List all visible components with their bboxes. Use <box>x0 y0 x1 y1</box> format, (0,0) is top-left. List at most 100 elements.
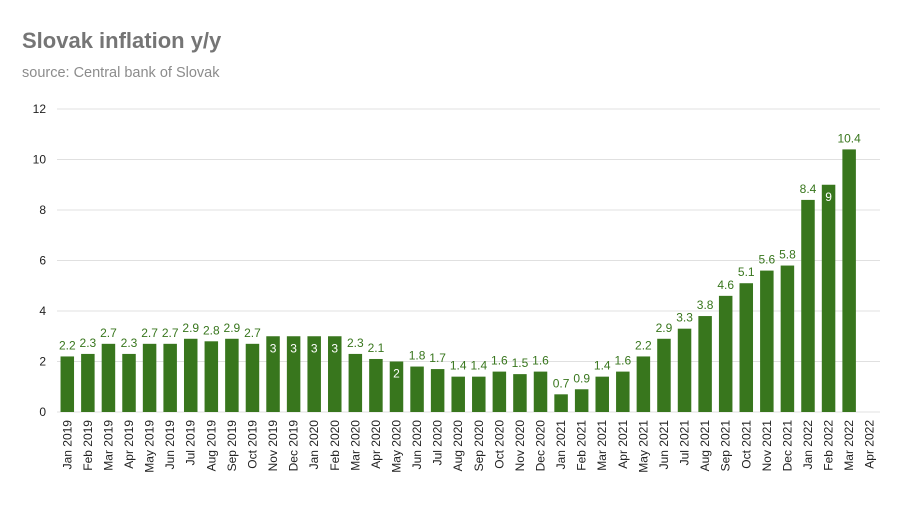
data-label: 1.4 <box>450 359 467 373</box>
x-tick-label: Aug 2019 <box>204 420 218 472</box>
bar <box>451 376 465 412</box>
bar <box>369 358 383 412</box>
data-label: 3.8 <box>697 298 714 312</box>
data-label: 2.7 <box>162 326 179 340</box>
y-tick-label: 0 <box>39 405 46 419</box>
bar <box>533 371 548 412</box>
bar <box>245 343 260 412</box>
data-label: 2.3 <box>347 336 364 350</box>
y-tick-label: 6 <box>39 254 46 268</box>
x-axis-ticks: Jan 2019 Feb 2019 Mar 2019 Apr 2019 May 2019… <box>60 420 876 473</box>
x-tick-label: Mar 2019 <box>101 420 115 471</box>
bar <box>204 341 219 412</box>
bar <box>760 270 774 412</box>
bar <box>801 199 815 412</box>
data-label: 3 <box>311 341 318 355</box>
bar <box>780 265 795 412</box>
x-tick-label: Sep 2019 <box>225 420 239 472</box>
x-tick-label: Jan 2020 <box>307 420 321 470</box>
x-tick-label: Oct 2020 <box>492 420 506 469</box>
bar <box>595 376 609 412</box>
y-tick-label: 2 <box>39 355 46 369</box>
bar <box>430 369 445 412</box>
data-label: 2.9 <box>224 321 241 335</box>
x-tick-label: Feb 2021 <box>575 420 589 471</box>
bar <box>554 394 568 412</box>
bar <box>60 356 75 412</box>
data-label: 3.3 <box>676 311 693 325</box>
bar <box>225 338 239 412</box>
data-label: 3 <box>270 341 277 355</box>
x-tick-label: Apr 2020 <box>369 420 383 469</box>
bar <box>81 353 95 412</box>
data-label: 1.5 <box>512 356 529 370</box>
data-label: 5.8 <box>779 248 796 262</box>
bar <box>286 336 301 412</box>
data-label: 1.7 <box>429 351 446 365</box>
x-tick-label: Mar 2021 <box>595 420 609 471</box>
data-label: 1.6 <box>532 354 549 368</box>
data-label: 2.1 <box>368 341 385 355</box>
data-label: 1.4 <box>594 359 611 373</box>
data-label: 2.3 <box>121 336 138 350</box>
x-tick-label: May 2021 <box>636 420 650 473</box>
data-label: 2.2 <box>59 338 76 352</box>
x-tick-label: Jan 2019 <box>60 420 74 470</box>
bar <box>657 338 671 412</box>
data-label: 2.7 <box>141 326 158 340</box>
x-tick-label: Jan 2022 <box>801 420 815 470</box>
data-label: 5.6 <box>758 253 775 267</box>
x-tick-label: Oct 2021 <box>739 420 753 469</box>
chart-subtitle: source: Central bank of Slovak <box>22 65 220 81</box>
bar <box>328 336 342 412</box>
x-tick-label: Jul 2020 <box>431 420 445 466</box>
x-tick-label: Dec 2020 <box>534 420 548 472</box>
data-label: 1.4 <box>470 359 487 373</box>
data-label: 1.6 <box>614 354 631 368</box>
x-tick-label: Jun 2020 <box>410 420 424 470</box>
bar <box>698 316 712 412</box>
x-tick-label: Feb 2020 <box>328 420 342 471</box>
x-tick-label: Jan 2021 <box>554 420 568 470</box>
bar <box>266 336 280 412</box>
x-tick-label: Aug 2021 <box>698 420 712 472</box>
x-tick-label: Jul 2019 <box>184 420 198 466</box>
data-label: 2.8 <box>203 323 220 337</box>
x-tick-label: Mar 2022 <box>842 420 856 471</box>
data-label: 3 <box>290 341 297 355</box>
x-tick-label: Nov 2019 <box>266 420 280 472</box>
bar <box>472 376 486 412</box>
x-tick-label: Dec 2021 <box>780 420 794 472</box>
bar <box>492 371 507 412</box>
data-label: 2.3 <box>80 336 97 350</box>
y-tick-label: 10 <box>33 153 47 167</box>
data-label: 2.7 <box>244 326 261 340</box>
gridlines <box>57 108 880 413</box>
x-tick-label: May 2019 <box>143 420 157 473</box>
bar <box>821 184 836 412</box>
x-tick-label: Sep 2020 <box>472 420 486 472</box>
data-label: 5.1 <box>738 265 755 279</box>
x-tick-label: Apr 2021 <box>616 420 630 469</box>
bar <box>122 353 136 412</box>
x-tick-label: Apr 2022 <box>863 420 877 469</box>
bar <box>101 343 116 412</box>
y-tick-label: 4 <box>39 304 46 318</box>
x-tick-label: Sep 2021 <box>719 420 733 472</box>
bar <box>307 336 321 412</box>
bar <box>513 374 527 412</box>
bar <box>739 283 754 412</box>
x-tick-label: May 2020 <box>389 420 403 473</box>
bar <box>718 295 733 412</box>
data-labels: 2.2 2.32.72.32.7 2.7 2.9 2.8 2.9 2.73 3 3 3 2.3 2.1… <box>59 131 861 390</box>
data-label: 3 <box>331 341 338 355</box>
bar <box>389 361 404 412</box>
y-tick-label: 8 <box>39 203 46 217</box>
bar <box>677 328 692 412</box>
data-label: 2 <box>393 367 400 381</box>
y-tick-label: 12 <box>33 102 47 116</box>
data-label: 0.7 <box>553 376 570 390</box>
x-tick-label: Jul 2021 <box>678 420 692 466</box>
data-label: 2.9 <box>182 321 199 335</box>
